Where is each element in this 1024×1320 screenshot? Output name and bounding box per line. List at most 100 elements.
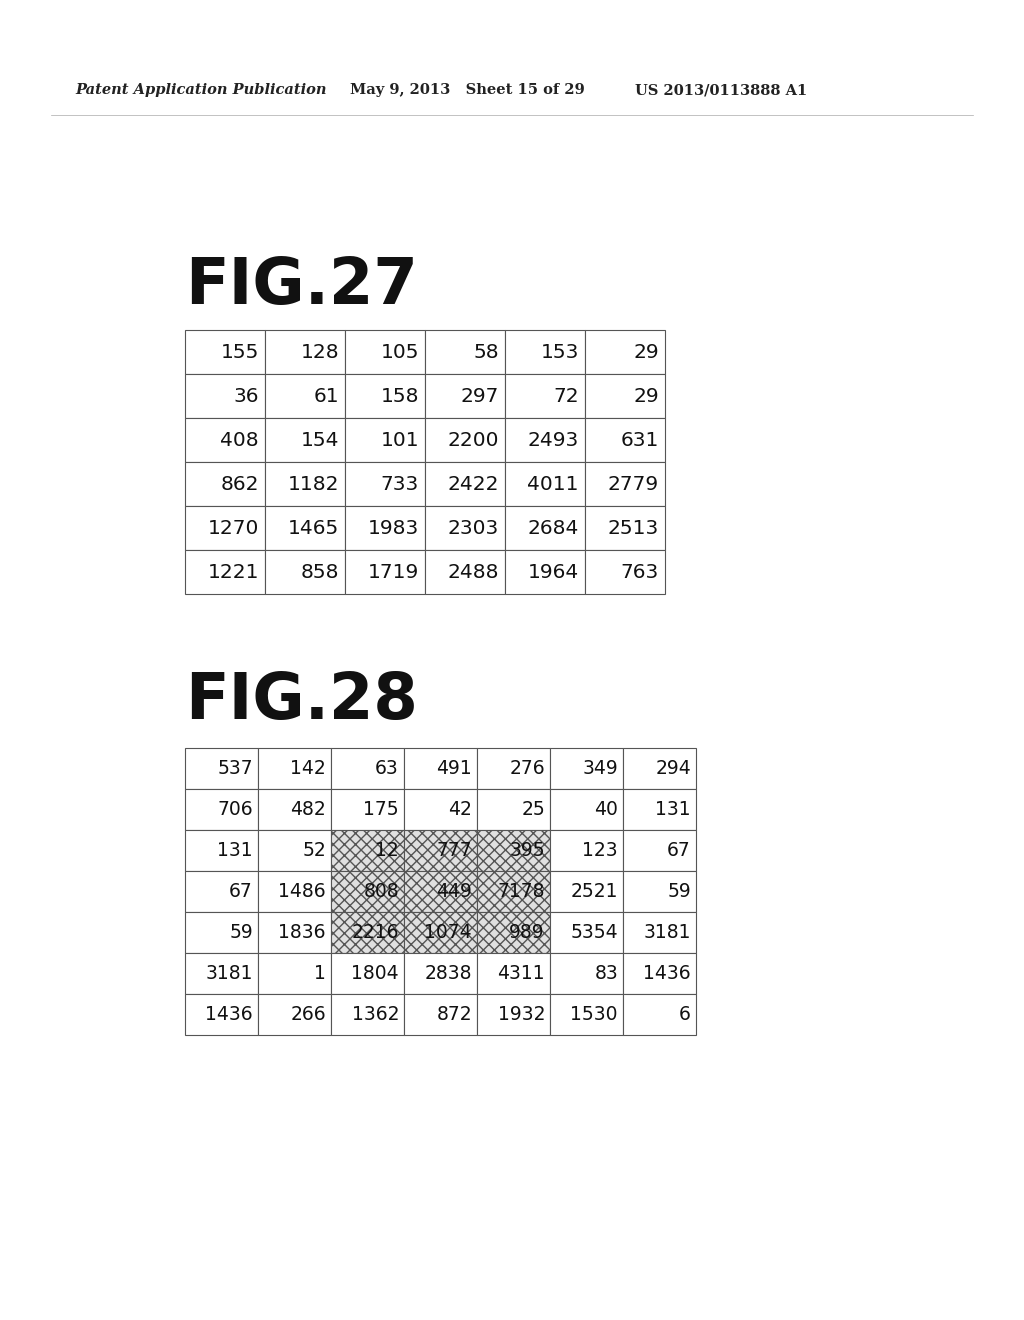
Bar <box>185 418 265 462</box>
Bar <box>258 994 331 1035</box>
Bar <box>258 830 331 871</box>
Text: 61: 61 <box>313 387 339 405</box>
Text: 349: 349 <box>583 759 618 777</box>
Bar <box>585 374 665 418</box>
Text: 67: 67 <box>668 841 691 861</box>
Text: 4011: 4011 <box>527 474 579 494</box>
Text: 1465: 1465 <box>288 519 339 537</box>
Text: 36: 36 <box>233 387 259 405</box>
Bar <box>585 462 665 506</box>
Bar <box>265 550 345 594</box>
Bar <box>345 506 425 550</box>
Bar <box>425 374 505 418</box>
Bar <box>345 418 425 462</box>
Text: 3181: 3181 <box>643 923 691 942</box>
Text: 1: 1 <box>314 964 326 983</box>
Text: 1836: 1836 <box>279 923 326 942</box>
Bar <box>331 789 404 830</box>
Bar <box>345 462 425 506</box>
Bar <box>404 912 477 953</box>
Text: 989: 989 <box>509 923 545 942</box>
Bar <box>623 748 696 789</box>
Text: 6: 6 <box>679 1005 691 1024</box>
Text: 2422: 2422 <box>447 474 499 494</box>
Bar <box>550 953 623 994</box>
Bar <box>258 953 331 994</box>
Text: 1804: 1804 <box>351 964 399 983</box>
Text: 1436: 1436 <box>643 964 691 983</box>
Bar <box>185 506 265 550</box>
Bar <box>585 418 665 462</box>
Text: 862: 862 <box>220 474 259 494</box>
Bar <box>404 789 477 830</box>
Bar <box>185 374 265 418</box>
Text: 1270: 1270 <box>208 519 259 537</box>
Bar <box>477 953 550 994</box>
Text: 1182: 1182 <box>288 474 339 494</box>
Text: 59: 59 <box>229 923 253 942</box>
Bar <box>505 550 585 594</box>
Bar <box>258 912 331 953</box>
Bar <box>477 830 550 871</box>
Text: 2216: 2216 <box>351 923 399 942</box>
Bar <box>265 506 345 550</box>
Bar <box>585 506 665 550</box>
Bar <box>505 506 585 550</box>
Text: 29: 29 <box>634 387 659 405</box>
Bar <box>623 994 696 1035</box>
Text: 537: 537 <box>217 759 253 777</box>
Text: 101: 101 <box>380 430 419 450</box>
Text: 1074: 1074 <box>424 923 472 942</box>
Bar <box>505 374 585 418</box>
Text: 25: 25 <box>521 800 545 818</box>
Bar <box>331 912 404 953</box>
Text: 158: 158 <box>381 387 419 405</box>
Bar <box>623 871 696 912</box>
Text: 131: 131 <box>217 841 253 861</box>
Bar <box>265 330 345 374</box>
Text: 123: 123 <box>583 841 618 861</box>
Bar <box>265 418 345 462</box>
Bar <box>185 550 265 594</box>
Text: 5354: 5354 <box>570 923 618 942</box>
Text: 706: 706 <box>217 800 253 818</box>
Text: 395: 395 <box>509 841 545 861</box>
Bar <box>331 994 404 1035</box>
Bar <box>425 506 505 550</box>
Text: 105: 105 <box>381 342 419 362</box>
Bar <box>585 330 665 374</box>
Bar <box>185 912 258 953</box>
Text: 72: 72 <box>553 387 579 405</box>
Text: 131: 131 <box>655 800 691 818</box>
Text: 763: 763 <box>621 562 659 582</box>
Bar <box>477 912 550 953</box>
Text: 858: 858 <box>300 562 339 582</box>
Bar <box>345 330 425 374</box>
Bar <box>505 330 585 374</box>
Text: 142: 142 <box>290 759 326 777</box>
Bar <box>550 994 623 1035</box>
Bar <box>623 830 696 871</box>
Text: 3181: 3181 <box>206 964 253 983</box>
Bar <box>477 789 550 830</box>
Bar <box>425 418 505 462</box>
Text: 40: 40 <box>594 800 618 818</box>
Text: 59: 59 <box>668 882 691 902</box>
Bar <box>550 748 623 789</box>
Bar <box>623 912 696 953</box>
Text: 276: 276 <box>509 759 545 777</box>
Bar <box>185 789 258 830</box>
Text: Patent Application Publication: Patent Application Publication <box>75 83 327 96</box>
Text: 631: 631 <box>621 430 659 450</box>
Text: 58: 58 <box>473 342 499 362</box>
Text: 52: 52 <box>302 841 326 861</box>
Bar <box>550 789 623 830</box>
Bar <box>185 462 265 506</box>
Bar <box>331 748 404 789</box>
Text: 2779: 2779 <box>608 474 659 494</box>
Text: 2200: 2200 <box>447 430 499 450</box>
Text: 1221: 1221 <box>208 562 259 582</box>
Bar <box>425 550 505 594</box>
Text: 297: 297 <box>461 387 499 405</box>
Bar <box>331 830 404 871</box>
